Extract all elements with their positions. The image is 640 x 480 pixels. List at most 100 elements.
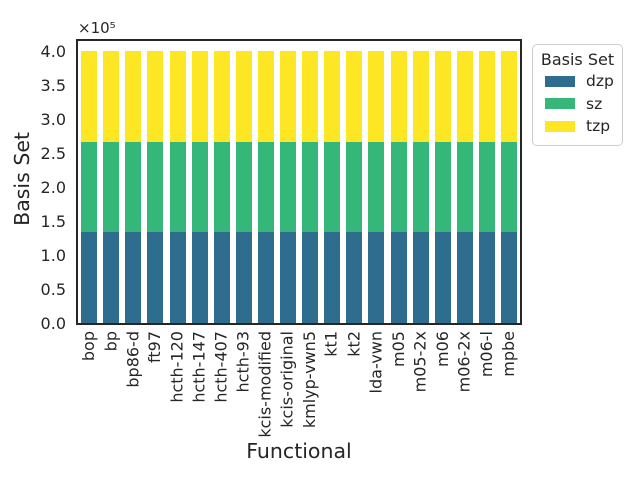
bar-segment-sz	[257, 142, 274, 232]
y-tick-label: 2.0	[40, 178, 66, 197]
bar-segment-tzp	[324, 51, 341, 142]
bar-segment-dzp	[434, 232, 451, 323]
y-tick-label: 4.0	[40, 42, 66, 61]
bar-segment-tzp	[279, 51, 296, 142]
plot-area	[76, 39, 522, 325]
x-axis-label: Functional	[246, 439, 352, 463]
bar-segment-sz	[103, 142, 120, 232]
bar-segment-dzp	[169, 232, 186, 323]
bar-segment-dzp	[257, 232, 274, 323]
bar-segment-dzp	[324, 232, 341, 323]
bar-segment-sz	[191, 142, 208, 232]
legend-label: sz	[586, 94, 603, 113]
bar-segment-sz	[169, 142, 186, 232]
bar-segment-sz	[302, 142, 319, 232]
bar-segment-sz	[279, 142, 296, 232]
y-tick-label: 0.5	[40, 280, 66, 299]
legend-label: tzp	[586, 117, 611, 136]
bar-segment-dzp	[81, 232, 97, 323]
legend-swatch-dzp	[545, 75, 575, 87]
bar-segment-tzp	[368, 51, 385, 142]
bar-segment-dzp	[191, 232, 208, 323]
y-tick-label: 2.5	[40, 144, 66, 163]
y-tick-label: 3.0	[40, 110, 66, 129]
bar-segment-sz	[390, 142, 407, 232]
legend-row-dzp: dzp	[539, 70, 616, 93]
legend-row-sz: sz	[539, 93, 616, 116]
bar-segment-sz	[81, 142, 97, 232]
bar-segment-sz	[235, 142, 252, 232]
legend-swatch-sz	[545, 98, 575, 110]
bar-segment-sz	[324, 142, 341, 232]
bar-segment-dzp	[302, 232, 319, 323]
x-tick-label: kcis-modified	[255, 331, 275, 438]
bar-segment-dzp	[412, 232, 429, 323]
y-axis-offset-text: ×10⁵	[78, 19, 116, 37]
bar-segment-dzp	[456, 232, 473, 323]
bar-segment-tzp	[390, 51, 407, 142]
bar-segment-sz	[213, 142, 230, 232]
bar-segment-tzp	[302, 51, 319, 142]
bar-segment-tzp	[412, 51, 429, 142]
legend-label: dzp	[586, 72, 614, 91]
bar-segment-sz	[478, 142, 495, 232]
bar-segment-dzp	[279, 232, 296, 323]
x-tick-label: bp	[101, 331, 121, 352]
x-tick-label: kmlyp-vwn5	[300, 331, 320, 429]
bar-segment-dzp	[478, 232, 495, 323]
bar-segment-sz	[346, 142, 363, 232]
bar-segment-dzp	[235, 232, 252, 323]
bar-segment-sz	[501, 142, 517, 232]
bar-segment-tzp	[81, 51, 97, 142]
bar-segment-dzp	[147, 232, 164, 323]
x-tick-label: bop	[79, 331, 99, 362]
bar-segment-sz	[147, 142, 164, 232]
x-tick-label: m06-2x	[454, 331, 474, 393]
bar-segment-tzp	[478, 51, 495, 142]
x-tick-label: m06-l	[476, 331, 496, 378]
x-tick-label: kt2	[344, 331, 364, 357]
x-tick-label: hcth-407	[211, 331, 231, 403]
bar-segment-sz	[456, 142, 473, 232]
legend-title: Basis Set	[540, 50, 615, 69]
legend-row-tzp: tzp	[539, 115, 616, 138]
bar-segment-dzp	[125, 232, 142, 323]
x-tick-label: kt1	[322, 331, 342, 357]
x-tick-label: hcth-147	[189, 331, 209, 403]
bar-segment-dzp	[346, 232, 363, 323]
x-tick-label: bp86-d	[123, 331, 143, 388]
bar-segment-dzp	[213, 232, 230, 323]
y-tick-label: 1.5	[40, 212, 66, 231]
bar-segment-dzp	[501, 232, 517, 323]
x-tick-label: m05-2x	[410, 331, 430, 393]
y-tick-label: 0.0	[40, 314, 66, 333]
y-tick-label: 1.0	[40, 246, 66, 265]
bar-segment-tzp	[213, 51, 230, 142]
bar-segment-dzp	[368, 232, 385, 323]
x-tick-label: hcth-120	[167, 331, 187, 403]
bar-segment-sz	[412, 142, 429, 232]
x-tick-label: mpbe	[498, 331, 518, 377]
x-tick-label: kcis-original	[277, 331, 297, 428]
x-tick-label: ft97	[145, 331, 165, 363]
y-tick-label: 3.5	[40, 76, 66, 95]
bar-segment-tzp	[501, 51, 517, 142]
bar-segment-sz	[125, 142, 142, 232]
bar-segment-tzp	[191, 51, 208, 142]
y-axis-label: Basis Set	[10, 132, 34, 226]
x-tick-label: lda-vwn	[366, 331, 386, 394]
bar-segment-tzp	[235, 51, 252, 142]
x-tick-label: hcth-93	[233, 331, 253, 393]
legend-swatch-tzp	[545, 120, 575, 132]
bar-segment-tzp	[147, 51, 164, 142]
bar-segment-dzp	[390, 232, 407, 323]
bar-segment-tzp	[125, 51, 142, 142]
bar-segment-dzp	[103, 232, 120, 323]
bar-segment-sz	[368, 142, 385, 232]
x-tick-label: m05	[388, 331, 408, 367]
bar-segment-tzp	[257, 51, 274, 142]
bar-segment-tzp	[456, 51, 473, 142]
bar-segment-tzp	[169, 51, 186, 142]
bar-segment-tzp	[103, 51, 120, 142]
